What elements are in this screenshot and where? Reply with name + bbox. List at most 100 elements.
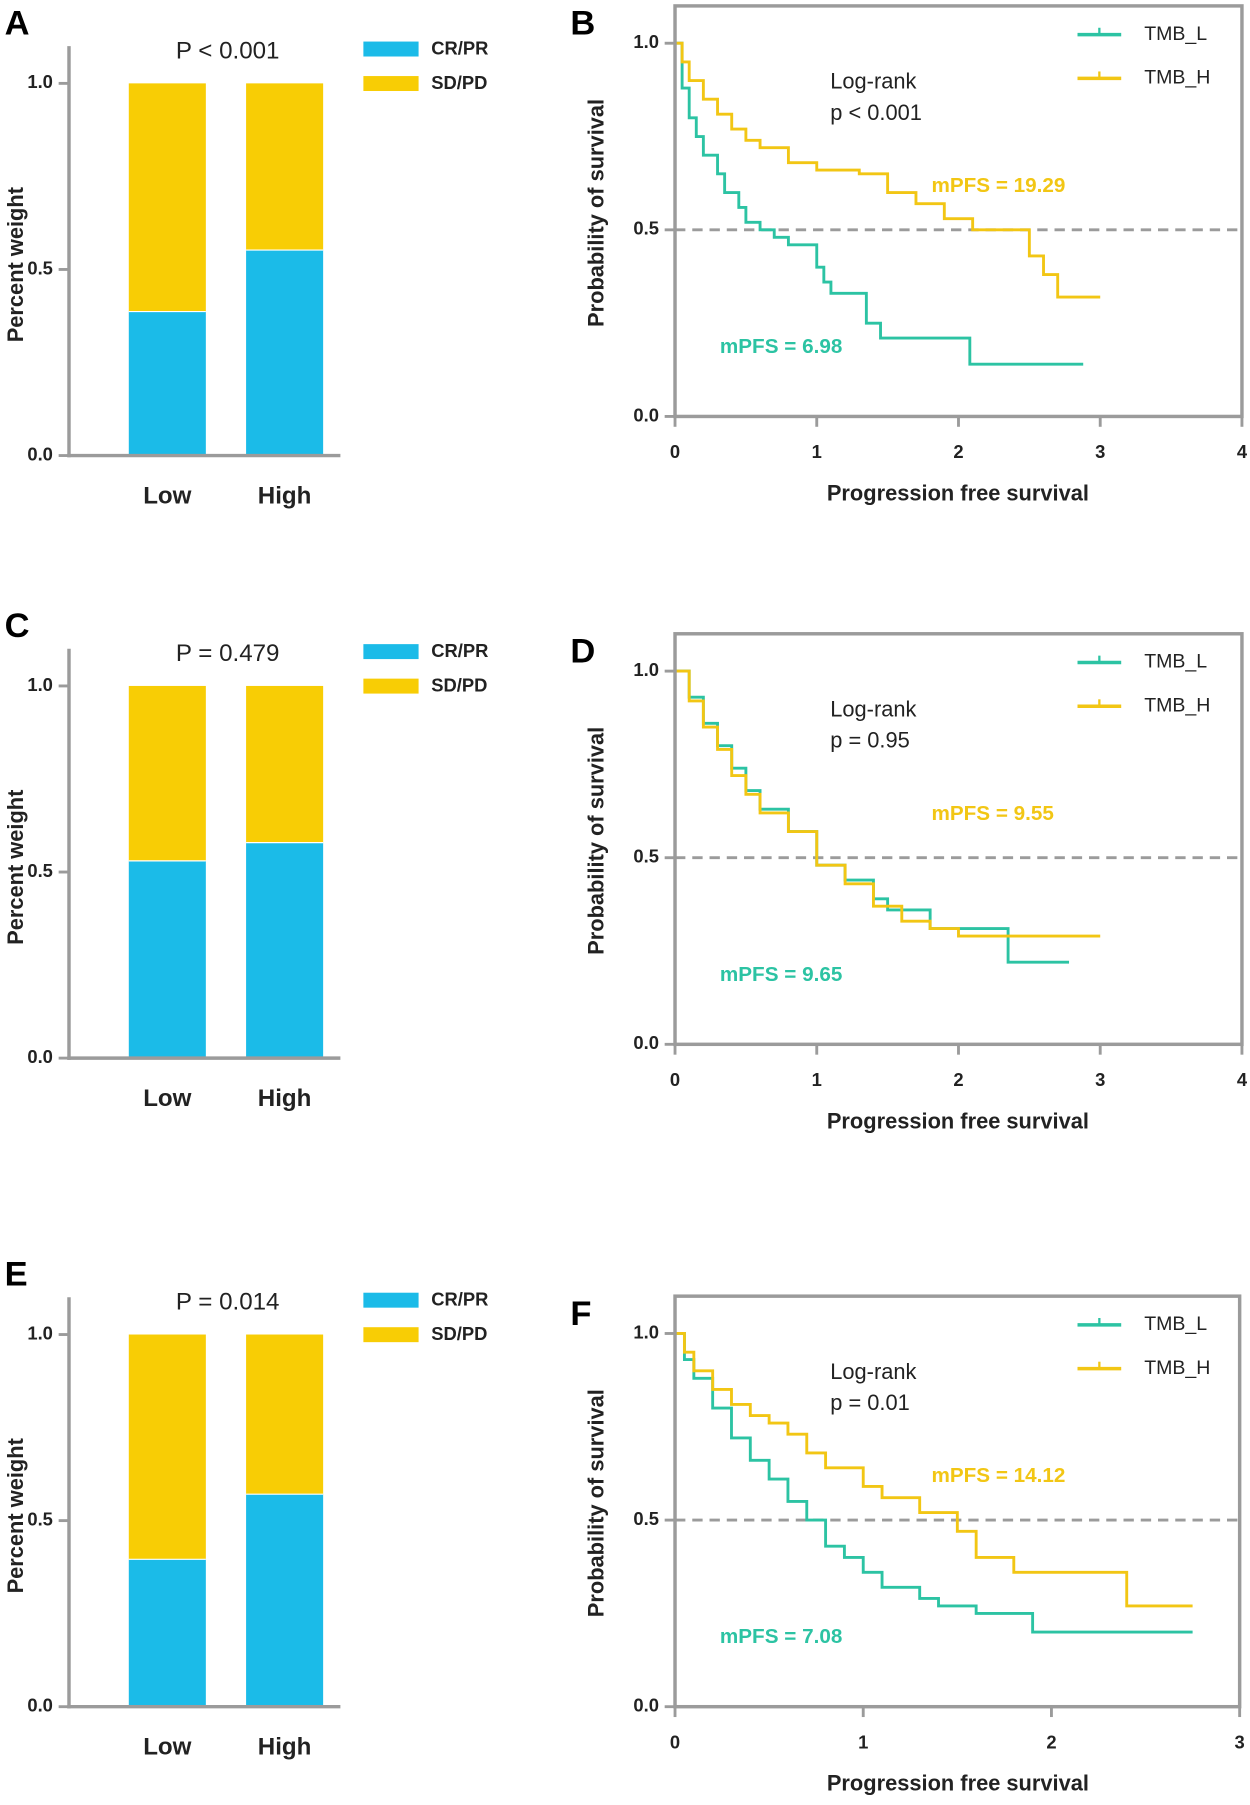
bar-segment <box>246 250 324 456</box>
bar-segment <box>246 1334 324 1495</box>
legend-label: SD/PD <box>431 72 487 93</box>
legend-label: CR/PR <box>431 37 488 58</box>
x-tick-label: 2 <box>1046 1731 1056 1752</box>
annotation: p = 0.95 <box>830 728 910 753</box>
x-tick-label: High <box>258 1733 312 1760</box>
y-axis-title: Percent weight <box>3 187 28 342</box>
annotation: P = 0.479 <box>176 640 280 667</box>
legend-label: TMB_H <box>1144 694 1210 716</box>
bar-segment <box>246 1494 324 1707</box>
median-label: mPFS = 19.29 <box>931 174 1065 197</box>
annotation: Log-rank <box>830 697 916 722</box>
legend-label: SD/PD <box>431 675 487 696</box>
bar-segment <box>128 311 206 456</box>
bar-segment <box>128 83 206 312</box>
plot-frame <box>673 4 1244 419</box>
x-tick-label: 1 <box>858 1731 868 1752</box>
bar-segment <box>128 1559 206 1707</box>
x-tick-label: 1 <box>812 1069 822 1090</box>
legend-label: TMB_L <box>1144 23 1207 45</box>
panel-label: D <box>570 632 595 670</box>
x-axis-title: Progression free survival <box>827 1108 1089 1133</box>
legend-label: TMB_L <box>1144 651 1207 673</box>
survival-curve <box>675 669 1101 938</box>
median-label: mPFS = 14.12 <box>931 1464 1065 1487</box>
x-tick-label: 3 <box>1095 441 1105 462</box>
plot-frame <box>673 632 1244 1047</box>
x-tick-label: 2 <box>953 1069 963 1090</box>
x-axis-title: Progression free survival <box>827 1771 1089 1796</box>
legend-label: SD/PD <box>431 1323 487 1344</box>
y-tick-label: 1.0 <box>633 31 659 52</box>
bar-segment <box>246 83 324 251</box>
plot-frame <box>673 1294 1242 1709</box>
survival-curve <box>675 41 1101 299</box>
legend-label: CR/PR <box>431 1289 488 1310</box>
x-tick-label: High <box>258 1085 312 1112</box>
survival-curve <box>675 41 1084 366</box>
bar-segment <box>246 842 324 1059</box>
legend-swatch <box>363 76 419 92</box>
x-tick-label: 1 <box>812 441 822 462</box>
y-axis-title: Probability of survival <box>584 727 609 955</box>
panel-label: C <box>5 607 30 645</box>
y-tick-label: 0.5 <box>27 257 53 278</box>
annotation: Log-rank <box>830 69 916 94</box>
x-tick-label: 4 <box>1237 441 1248 462</box>
y-tick-label: 1.0 <box>633 659 659 680</box>
legend-swatch <box>363 644 419 660</box>
legend-swatch <box>363 41 419 57</box>
y-axis-title: Probability of survival <box>584 1389 609 1617</box>
panel-label: A <box>5 5 30 43</box>
x-tick-label: Low <box>143 1085 191 1112</box>
x-axis-title: Progression free survival <box>827 480 1089 505</box>
x-tick-label: 0 <box>670 441 680 462</box>
y-tick-label: 0.0 <box>633 404 659 425</box>
bar-segment <box>128 685 206 861</box>
y-tick-label: 0.0 <box>633 1695 659 1716</box>
y-axis-title: Percent weight <box>3 1438 28 1593</box>
legend-swatch <box>363 1327 419 1343</box>
x-tick-label: High <box>258 482 312 509</box>
legend-swatch <box>363 1292 419 1308</box>
y-tick-label: 0.5 <box>27 1508 53 1529</box>
panel-label: E <box>5 1256 28 1294</box>
annotation: p < 0.001 <box>830 100 922 125</box>
y-tick-label: 0.0 <box>633 1032 659 1053</box>
y-tick-label: 1.0 <box>27 1322 53 1343</box>
median-label: mPFS = 9.55 <box>931 802 1053 825</box>
x-tick-label: 3 <box>1095 1069 1105 1090</box>
median-label: mPFS = 9.65 <box>720 963 842 986</box>
y-tick-label: 0.5 <box>633 846 659 867</box>
x-tick-label: 0 <box>670 1069 680 1090</box>
survival-curve <box>675 1332 1193 1634</box>
y-tick-label: 0.5 <box>633 218 659 239</box>
y-tick-label: 1.0 <box>633 1321 659 1342</box>
x-tick-label: 2 <box>953 441 963 462</box>
x-tick-label: Low <box>143 482 191 509</box>
y-tick-label: 0.5 <box>27 860 53 881</box>
bar-segment <box>246 685 324 843</box>
legend-label: TMB_L <box>1144 1313 1207 1335</box>
annotation: P < 0.001 <box>176 37 280 64</box>
annotation: p = 0.01 <box>830 1390 910 1415</box>
panel-label: B <box>570 5 595 43</box>
x-tick-label: Low <box>143 1733 191 1760</box>
y-tick-label: 0.0 <box>27 443 53 464</box>
median-label: mPFS = 6.98 <box>720 335 842 358</box>
panel-label: F <box>570 1295 591 1333</box>
bar-segment <box>128 1334 206 1560</box>
y-tick-label: 0.0 <box>27 1695 53 1716</box>
y-tick-label: 1.0 <box>27 71 53 92</box>
median-label: mPFS = 7.08 <box>720 1625 842 1648</box>
legend-label: TMB_H <box>1144 1357 1210 1379</box>
legend-label: TMB_H <box>1144 67 1210 89</box>
x-tick-label: 4 <box>1237 1069 1248 1090</box>
bar-segment <box>128 860 206 1059</box>
y-tick-label: 0.0 <box>27 1046 53 1067</box>
y-axis-title: Probability of survival <box>584 99 609 327</box>
y-tick-label: 0.5 <box>633 1508 659 1529</box>
x-tick-label: 0 <box>670 1731 680 1752</box>
annotation: P = 0.014 <box>176 1288 280 1315</box>
